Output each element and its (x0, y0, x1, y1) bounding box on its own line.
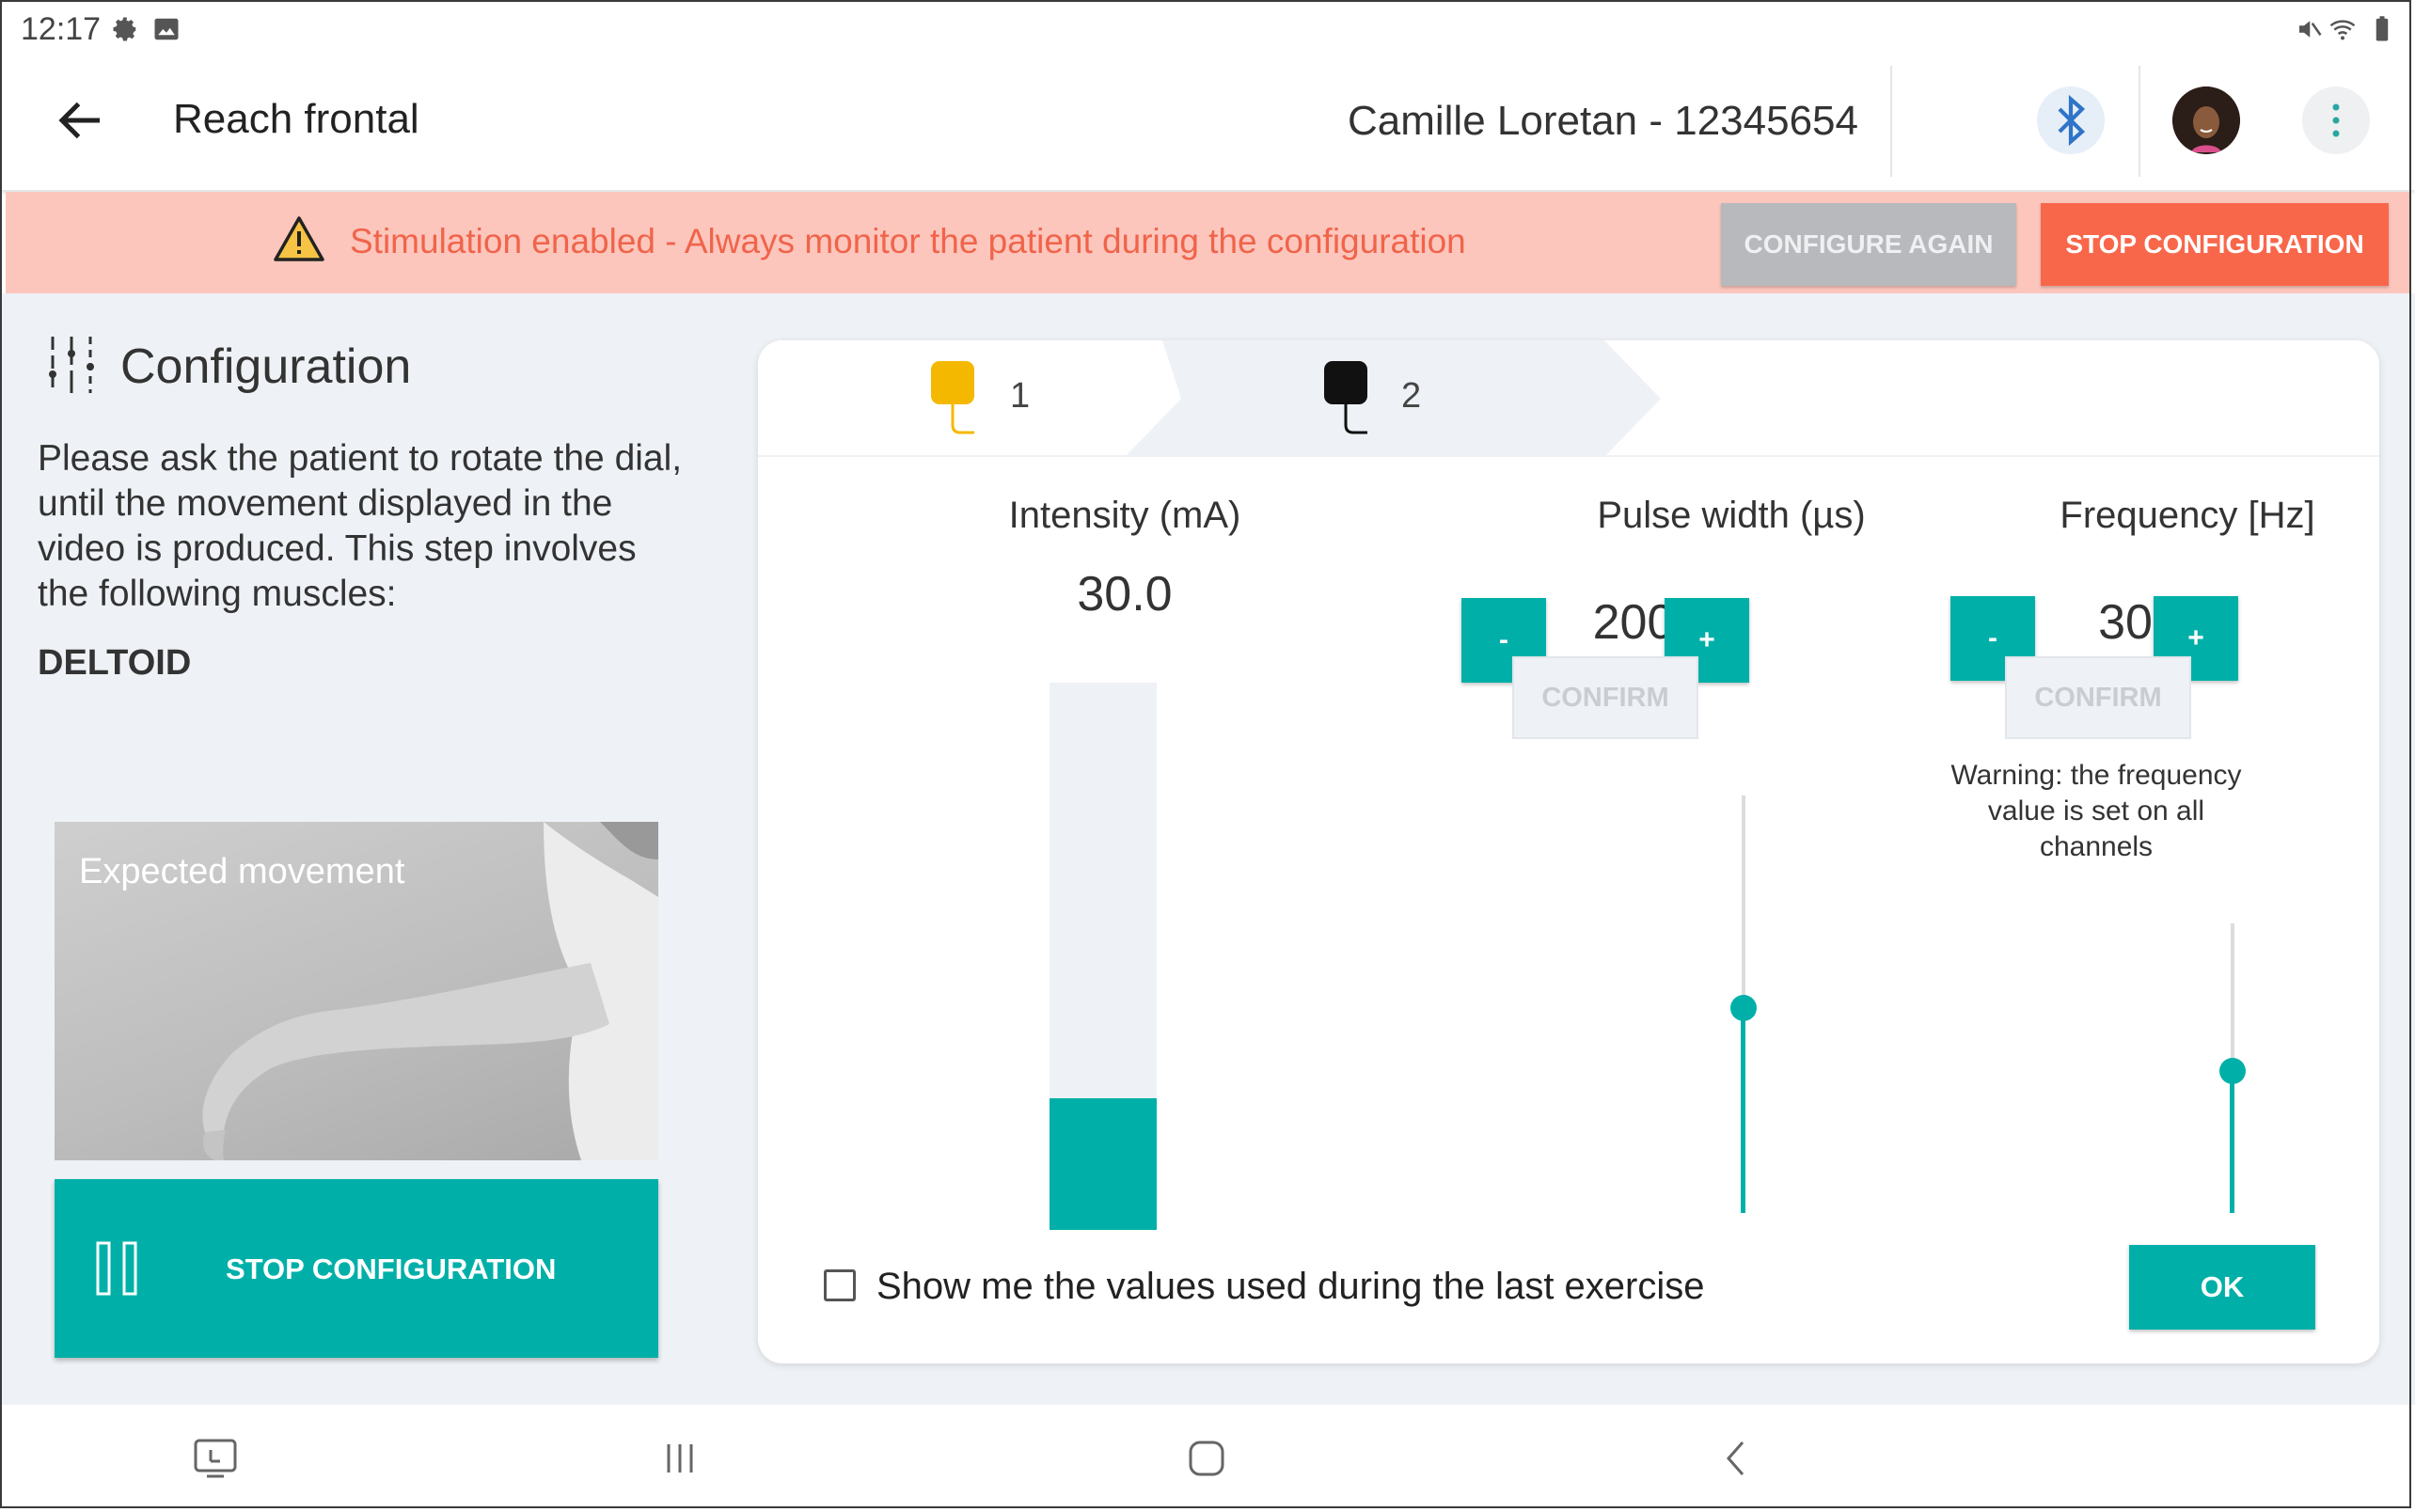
channel-tabs (758, 340, 2379, 457)
muscle-name: DELTOID (38, 643, 192, 683)
patient-name: Camille Loretan - 12345654 (1347, 98, 1858, 144)
recent-apps-icon[interactable] (655, 1433, 705, 1484)
stop-configuration-main-button[interactable]: STOP CONFIGURATION (55, 1179, 658, 1358)
image-icon (154, 18, 179, 40)
more-vert-icon (2332, 103, 2340, 137)
ok-button[interactable]: OK (2129, 1245, 2315, 1330)
back-arrow-icon[interactable] (53, 92, 109, 149)
frequency-slider-fill (2230, 1071, 2234, 1213)
frequency-confirm-button[interactable]: CONFIRM (2005, 656, 2191, 739)
tab-channel-2[interactable]: 2 (1181, 340, 1633, 457)
electrode-black-icon (1324, 361, 1367, 434)
configuration-title: Configuration (120, 339, 412, 394)
page-title: Reach frontal (173, 96, 419, 142)
avatar[interactable] (2172, 87, 2240, 154)
frequency-value: 30 (2098, 595, 2153, 650)
stop-configuration-label: STOP CONFIGURATION (226, 1252, 557, 1285)
frequency-slider-knob[interactable] (2219, 1058, 2246, 1084)
status-time: 12:17 (21, 11, 102, 47)
banner-message: Stimulation enabled - Always monitor the… (350, 222, 1466, 260)
intensity-bar-fill (1050, 1098, 1157, 1230)
mute-icon (2299, 21, 2322, 38)
pulse-width-slider[interactable] (1730, 795, 1757, 1213)
pulse-width-slider-knob[interactable] (1730, 995, 1757, 1021)
intensity-value: 30.0 (1077, 567, 1173, 622)
wifi-icon (2329, 20, 2356, 40)
pause-icon (96, 1241, 137, 1296)
status-bar: 12:17 (0, 0, 2415, 58)
stimulation-settings-card: 1 2 Intensity (mA) 30.0 Pulse width (µs)… (758, 340, 2379, 1363)
battery-icon (2376, 16, 2389, 41)
electrode-yellow-icon (931, 361, 974, 434)
expected-movement-video[interactable]: Expected movement (55, 822, 658, 1160)
tab-channel-1[interactable]: 1 (758, 340, 1172, 457)
pulse-width-title: Pulse width (µs) (1597, 495, 1866, 536)
intensity-bar (1050, 683, 1157, 1230)
avatar-image (2172, 87, 2240, 154)
arm-illustration (202, 822, 658, 1160)
bluetooth-button[interactable] (2037, 87, 2105, 154)
divider (1890, 66, 1892, 177)
frequency-title: Frequency [Hz] (2060, 495, 2315, 536)
pulse-width-value: 200 (1592, 595, 1675, 650)
pulse-width-slider-fill (1741, 1008, 1745, 1213)
bluetooth-icon (2058, 94, 2086, 147)
tab-channel-2-bg (1125, 340, 1661, 457)
instructions-text: Please ask the patient to rotate the dia… (38, 438, 683, 614)
app-bar: Reach frontal Camille Loretan - 12345654 (0, 58, 2415, 190)
tab-channel-2-label: 2 (1401, 376, 1422, 416)
sliders-icon (49, 337, 94, 393)
screenshot-icon[interactable] (190, 1433, 241, 1484)
main-area: Configuration Please ask the patient to … (0, 293, 2415, 1405)
tab-channel-1-label: 1 (1010, 376, 1031, 416)
warning-icon (274, 216, 324, 261)
stimulation-warning-banner: Stimulation enabled - Always monitor the… (6, 192, 2409, 293)
stop-configuration-button[interactable]: STOP CONFIGURATION (2041, 203, 2389, 286)
show-last-values-label: Show me the values used during the last … (876, 1266, 1705, 1307)
intensity-title: Intensity (mA) (1008, 495, 1241, 536)
pulse-width-confirm-button[interactable]: CONFIRM (1512, 656, 1698, 739)
navigation-bar (0, 1405, 2415, 1512)
home-icon[interactable] (1181, 1433, 1232, 1484)
frequency-warning-note: Warning: the frequency value is set on a… (1950, 760, 2242, 862)
settings-icon (113, 17, 136, 41)
frequency-slider[interactable] (2219, 923, 2246, 1213)
nav-back-icon[interactable] (1712, 1433, 1762, 1484)
show-last-values-checkbox[interactable] (824, 1269, 856, 1301)
configure-again-button[interactable]: CONFIGURE AGAIN (1721, 203, 2016, 286)
video-label: Expected movement (79, 852, 405, 891)
more-options-button[interactable] (2302, 87, 2370, 154)
divider (2139, 66, 2140, 177)
